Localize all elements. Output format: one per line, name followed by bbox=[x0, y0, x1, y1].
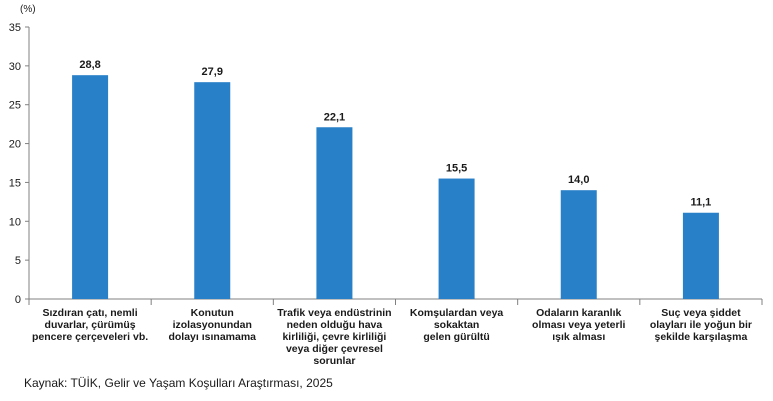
x-category-label: Sızdıran çatı, nemli duvarlar, çürümüş p… bbox=[31, 307, 149, 343]
bar bbox=[194, 82, 231, 299]
y-tick-label: 30 bbox=[9, 61, 21, 73]
bar-value-label: 22,1 bbox=[324, 111, 345, 123]
bar bbox=[72, 75, 109, 299]
y-tick-label: 5 bbox=[15, 255, 21, 267]
bar-value-label: 14,0 bbox=[568, 174, 589, 186]
y-tick-label: 15 bbox=[9, 177, 21, 189]
y-tick-label: 20 bbox=[9, 139, 21, 151]
bar bbox=[438, 178, 475, 299]
y-tick-label: 0 bbox=[15, 294, 21, 306]
source-note: Kaynak: TÜİK, Gelir ve Yaşam Koşulları A… bbox=[24, 376, 333, 390]
x-category-label: Konutun izolasyonundan dolayı ısınamama bbox=[168, 307, 257, 343]
x-category-label: Komşulardan veya sokaktan gelen gürültü bbox=[409, 307, 504, 343]
y-axis-unit-label: (%) bbox=[20, 4, 36, 15]
y-tick-label: 10 bbox=[9, 216, 21, 228]
bar-value-label: 11,1 bbox=[691, 197, 712, 209]
bar bbox=[316, 127, 353, 299]
x-category-label: Suç veya şiddet olayları ile yoğun bir ş… bbox=[649, 307, 752, 343]
bar bbox=[682, 212, 719, 299]
x-category-label: Odaların karanlık olması veya yeterli ış… bbox=[532, 307, 626, 343]
bar-value-label: 27,9 bbox=[202, 66, 223, 78]
bar bbox=[560, 190, 597, 299]
bar-value-label: 28,8 bbox=[79, 59, 100, 71]
y-tick-label: 25 bbox=[9, 100, 21, 112]
x-category-label: Trafik veya endüstrinin neden olduğu hav… bbox=[277, 307, 392, 367]
bar-value-label: 15,5 bbox=[446, 163, 467, 175]
y-tick-label: 35 bbox=[9, 22, 21, 34]
